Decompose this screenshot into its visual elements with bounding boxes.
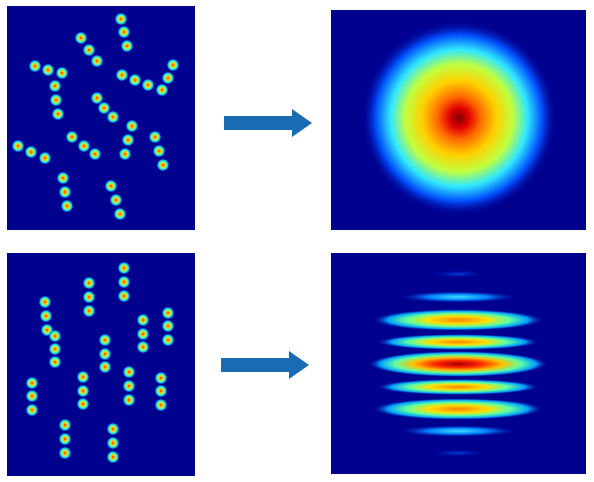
dot (58, 446, 72, 460)
dot (98, 347, 112, 361)
dot (106, 422, 120, 436)
dot (38, 151, 52, 165)
far-field-stripes (368, 270, 548, 457)
dot (156, 158, 170, 172)
arrows (221, 109, 312, 379)
dot (25, 376, 39, 390)
stripe (428, 270, 488, 278)
dot (120, 39, 134, 53)
dot (154, 384, 168, 398)
dot (51, 107, 65, 121)
arrow (224, 109, 312, 137)
arrow (221, 351, 309, 379)
dot (76, 397, 90, 411)
dot (11, 139, 25, 153)
dot (55, 66, 69, 80)
dot (141, 78, 155, 92)
dot (115, 68, 129, 82)
dot (154, 398, 168, 412)
dot (65, 130, 79, 144)
dot (106, 450, 120, 464)
dot (77, 139, 91, 153)
dot (97, 101, 111, 115)
dot (98, 360, 112, 374)
far-field-ring (361, 20, 557, 216)
dot (161, 71, 175, 85)
stripe (376, 334, 540, 350)
dot (82, 290, 96, 304)
dot (121, 133, 135, 147)
dot (136, 327, 150, 341)
stripe (428, 449, 488, 457)
dot (152, 144, 166, 158)
dot (109, 193, 123, 207)
dot (25, 389, 39, 403)
dot (90, 91, 104, 105)
dot (48, 329, 62, 343)
stripe (396, 291, 520, 303)
dot (58, 185, 72, 199)
dot (122, 379, 136, 393)
stripe (372, 309, 544, 331)
dot (76, 384, 90, 398)
dot (117, 261, 131, 275)
dot (114, 12, 128, 26)
dot (166, 58, 180, 72)
dot (113, 207, 127, 221)
dot (38, 295, 52, 309)
dot (161, 333, 175, 347)
stripe (376, 379, 540, 395)
dot (24, 145, 38, 159)
dot (117, 275, 131, 289)
stripe (372, 398, 544, 420)
dot (82, 304, 96, 318)
dot (58, 432, 72, 446)
dot (58, 418, 72, 432)
dot (161, 319, 175, 333)
dot (154, 371, 168, 385)
dot (104, 179, 118, 193)
dot (88, 147, 102, 161)
intensity-blob (361, 20, 557, 216)
dot (82, 276, 96, 290)
dot (122, 365, 136, 379)
dot (117, 25, 131, 39)
dot (56, 171, 70, 185)
dot (28, 59, 42, 73)
dot (106, 436, 120, 450)
dot (106, 110, 120, 124)
stripe (368, 351, 548, 377)
emitter-dots (11, 12, 180, 464)
dot (117, 289, 131, 303)
dot (25, 403, 39, 417)
dot (60, 199, 74, 213)
dot (41, 63, 55, 77)
dot (39, 309, 53, 323)
dot (48, 79, 62, 93)
dot (82, 43, 96, 57)
dot (49, 93, 63, 107)
dot (136, 340, 150, 354)
dot (90, 54, 104, 68)
dot (48, 342, 62, 356)
dot (148, 130, 162, 144)
panel-top-left (7, 6, 195, 230)
dot (155, 83, 169, 97)
dot (76, 370, 90, 384)
dot (125, 119, 139, 133)
dot (161, 306, 175, 320)
dot (98, 333, 112, 347)
stripe (396, 425, 520, 437)
dot (48, 355, 62, 369)
dot (136, 313, 150, 327)
dot (118, 147, 132, 161)
dot (128, 73, 142, 87)
dot (122, 393, 136, 407)
dot (74, 31, 88, 45)
